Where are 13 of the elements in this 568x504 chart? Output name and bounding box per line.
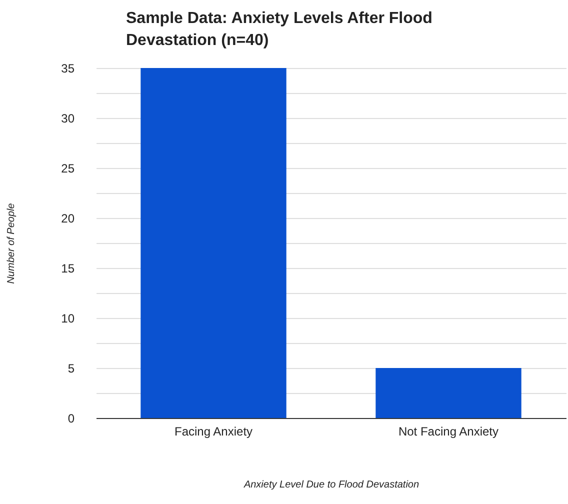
- y-tick-label: 10: [61, 312, 75, 326]
- x-tick-label: Facing Anxiety: [174, 424, 253, 438]
- chart-title: Sample Data: Anxiety Levels After Flood Devastation (n=40): [126, 10, 432, 49]
- y-tick-label: 35: [61, 62, 75, 76]
- y-tick-label: 5: [68, 362, 75, 376]
- y-axis-title: Number of People: [6, 202, 18, 284]
- x-axis-title: Anxiety Level Due to Flood Devastation: [242, 480, 420, 490]
- x-tick-label: Not Facing Anxiety: [398, 424, 499, 438]
- y-tick-label: 15: [61, 262, 75, 276]
- y-tick-label: 20: [61, 212, 75, 226]
- y-tick-label: 30: [61, 112, 75, 126]
- y-tick-label: 0: [68, 412, 75, 426]
- y-tick-label: 25: [61, 162, 75, 176]
